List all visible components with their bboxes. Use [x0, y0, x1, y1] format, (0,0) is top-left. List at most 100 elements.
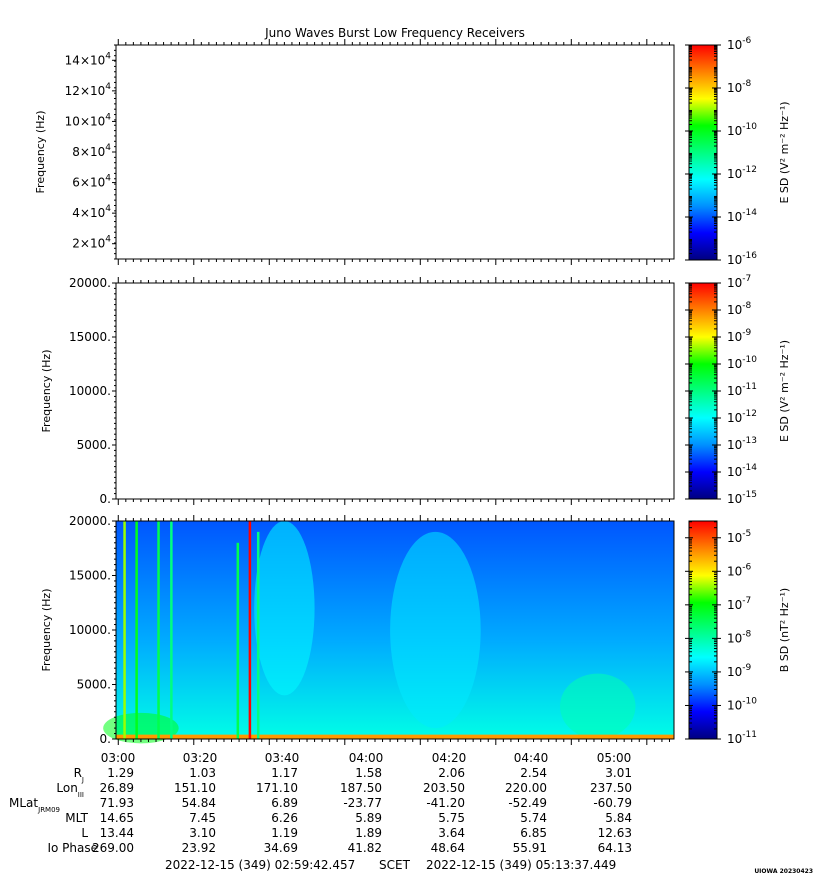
- ephemeris-value: 5.89: [355, 811, 382, 825]
- colorbar-tick-label: 10-12: [727, 165, 757, 181]
- x-tick-label: 04:20: [432, 751, 467, 765]
- ephemeris-value: 2.06: [438, 766, 465, 780]
- panels: 2×104 4×104 6×104 8×104 10×104 12×104 14×104 Fr…: [34, 36, 791, 746]
- ephemeris-value: 34.69: [264, 841, 298, 855]
- colorbar-tick-label: 10-7: [727, 274, 751, 290]
- ephemeris-value: 220.00: [505, 781, 547, 795]
- ephemeris-row: L 13.44 3.10 1.19 1.89 3.64 6.85 12.63: [81, 826, 632, 840]
- ephemeris-value: 187.50: [340, 781, 382, 795]
- ephemeris-row-label: MLT: [65, 811, 88, 825]
- emission-line: [236, 542, 240, 739]
- colorbar-tick-label: 10-7: [727, 596, 751, 612]
- emission-line: [170, 521, 173, 739]
- ephemeris-row: RJ 1.29 1.03 1.17 1.58 2.06 2.54 3.01: [74, 766, 632, 784]
- colorbar: 10-7 10-8 10-9 10-10 10-11 10-12 10-13 10-14 10-…: [685, 274, 791, 506]
- y-axis-label: Frequency (Hz): [40, 589, 53, 672]
- plot-frame: [115, 44, 675, 260]
- ephemeris-value: 13.44: [100, 826, 134, 840]
- ephemeris-value: 14.65: [100, 811, 134, 825]
- ephemeris-value: 41.82: [348, 841, 382, 855]
- y-tick-label: 20000.: [69, 276, 111, 290]
- colorbar-tick-label: 10-13: [727, 436, 757, 452]
- spectrogram-emission: [390, 531, 481, 729]
- colorbar-label: E SD (V² m⁻² Hz⁻¹): [778, 340, 791, 442]
- x-axis: 03:00 03:20 03:40 04:00 04:20 04:40 05:00: [101, 751, 632, 765]
- ephemeris-value: 1.19: [271, 826, 298, 840]
- colorbar-tick-label: 10-8: [727, 629, 752, 645]
- colorbar-tick-label: 10-10: [727, 122, 757, 138]
- y-tick-label: 2×104: [72, 235, 111, 251]
- x-tick-label: 03:20: [183, 751, 218, 765]
- emission-line: [256, 531, 260, 739]
- ephemeris-value: -60.79: [593, 796, 632, 810]
- colorbar-tick-label: 10-9: [727, 663, 752, 679]
- ephemeris-value: 203.50: [423, 781, 465, 795]
- ephemeris-row-label: Io Phase: [47, 841, 98, 855]
- spectrogram-emission: [254, 521, 315, 696]
- y-tick-label: 10000.: [69, 623, 111, 637]
- footer-scet-label: SCET: [379, 858, 411, 872]
- ephemeris-row-label: MLatJRM09: [9, 796, 60, 814]
- ephemeris-row: MLatJRM09 71.93 54.84 6.89 -23.77 -41.20 -52.4…: [9, 796, 632, 814]
- x-tick-label: 04:00: [349, 751, 384, 765]
- colorbar-tick-label: 10-10: [727, 696, 757, 712]
- ephemeris-value: 5.75: [438, 811, 465, 825]
- colorbar-label: B SD (nT² Hz⁻¹): [778, 588, 791, 672]
- y-tick-label: 4×104: [72, 204, 111, 220]
- y-axis-label: Frequency (Hz): [34, 111, 47, 194]
- ephemeris-value: 151.10: [174, 781, 216, 795]
- ephemeris-row-label: RJ: [74, 766, 84, 784]
- y-tick-label: 20000.: [69, 514, 111, 528]
- ephemeris-value: 2.54: [520, 766, 547, 780]
- footer-start-time: 2022-12-15 (349) 02:59:42.457: [165, 858, 355, 872]
- emission-line: [135, 521, 138, 739]
- colorbar-tick-label: 10-11: [727, 730, 757, 746]
- colorbar-tick-label: 10-10: [727, 355, 757, 371]
- ephemeris-value: 1.03: [189, 766, 216, 780]
- panel-bottom: 0. 5000. 10000. 15000. 20000. Frequency (Hz) 1…: [40, 514, 791, 746]
- y-axis-label: Frequency (Hz): [40, 350, 53, 433]
- y-tick-label: 6×104: [72, 174, 111, 190]
- y-tick-label: 12×104: [65, 82, 112, 98]
- ephemeris-value: -41.20: [426, 796, 465, 810]
- y-tick-label: 10000.: [69, 384, 111, 398]
- ephemeris-value: 5.84: [605, 811, 632, 825]
- y-tick-label: 15000.: [69, 330, 111, 344]
- colorbar: 10-5 10-6 10-7 10-8 10-9 10-10 10-11 B SD (nT² …: [685, 520, 791, 746]
- colorbar-tick-label: 10-12: [727, 409, 757, 425]
- plot-frame: [115, 282, 675, 500]
- colorbar-tick-label: 10-14: [727, 208, 757, 224]
- colorbar-label: E SD (V² m⁻² Hz⁻¹): [778, 101, 791, 203]
- ephemeris-value: 48.64: [431, 841, 465, 855]
- ephemeris-value: 64.13: [598, 841, 632, 855]
- ephemeris-value: 7.45: [189, 811, 216, 825]
- panel-middle: 0. 5000. 10000. 15000. 20000. Frequency (Hz) 1…: [40, 274, 791, 506]
- y-tick-label: 15000.: [69, 569, 111, 583]
- y-tick-label: 5000.: [77, 438, 111, 452]
- ephemeris-value: 1.29: [107, 766, 134, 780]
- footer-end-time: 2022-12-15 (349) 05:13:37.449: [426, 858, 616, 872]
- ephemeris-row-label: L: [81, 826, 88, 840]
- colorbar-tick-label: 10-6: [727, 36, 752, 52]
- colorbar-gradient: [688, 44, 718, 261]
- ephemeris-value: 3.10: [189, 826, 216, 840]
- ephemeris-value: 3.01: [605, 766, 632, 780]
- ephemeris-value: 1.17: [271, 766, 298, 780]
- panel-top: 2×104 4×104 6×104 8×104 10×104 12×104 14×104 Fr…: [34, 36, 791, 267]
- ephemeris-value: -23.77: [343, 796, 382, 810]
- ephemeris-value: 269.00: [92, 841, 134, 855]
- colorbar-tick-label: 10-16: [727, 251, 757, 267]
- colorbar-tick-label: 10-14: [727, 463, 757, 479]
- y-tick-label: 8×104: [72, 143, 111, 159]
- footer: 2022-12-15 (349) 02:59:42.457 SCET 2022-…: [165, 858, 616, 872]
- colorbar-tick-label: 10-9: [727, 328, 752, 344]
- y-tick-label: 0.: [100, 492, 111, 506]
- ephemeris-value: 1.58: [355, 766, 382, 780]
- colorbar-tick-label: 10-5: [727, 529, 751, 545]
- ephemeris-value: 6.85: [520, 826, 547, 840]
- ephemeris-row: MLT 14.65 7.45 6.26 5.89 5.75 5.74 5.84: [65, 811, 632, 825]
- x-tick-label: 04:40: [514, 751, 549, 765]
- ephemeris-value: 54.84: [182, 796, 216, 810]
